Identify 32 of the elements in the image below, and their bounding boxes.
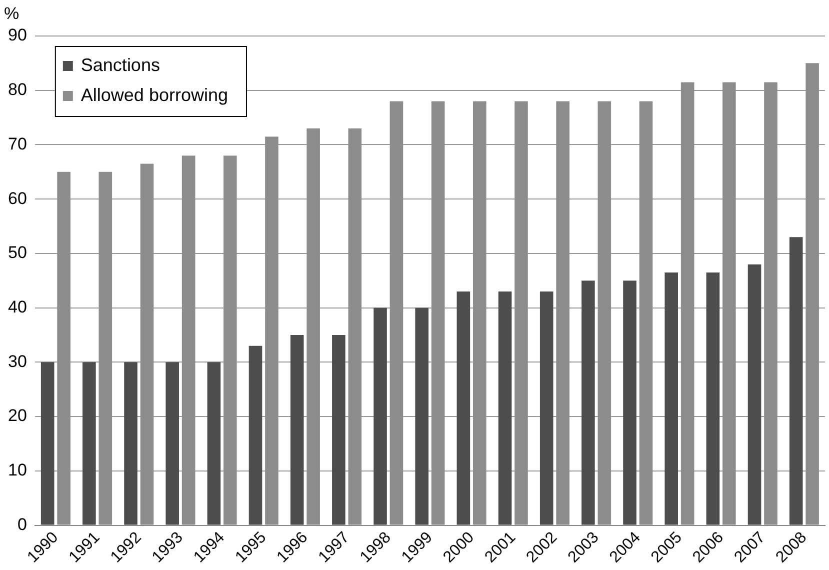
y-tick-label: 80 (8, 80, 27, 100)
y-tick-label: 40 (8, 297, 27, 316)
bar (332, 334, 346, 525)
bar (248, 346, 262, 525)
bar (374, 308, 387, 525)
bar (166, 362, 179, 525)
y-axis-title: % (4, 4, 20, 24)
bar (623, 280, 636, 525)
bar (540, 292, 554, 525)
y-tick-label: 50 (8, 243, 27, 262)
legend-label: Allowed borrowing (80, 84, 228, 105)
bar (40, 362, 54, 525)
y-tick-label: 70 (8, 134, 27, 154)
y-tick-label: 30 (8, 352, 27, 371)
bar (456, 292, 470, 525)
y-tick-label: 10 (8, 460, 27, 480)
bar (82, 362, 96, 525)
y-tick-label: 90 (8, 26, 27, 45)
legend-label: Sanctions (80, 54, 160, 75)
bar (706, 272, 720, 525)
bar (664, 272, 678, 525)
bar (748, 264, 762, 525)
y-tick-label: 0 (17, 514, 27, 534)
y-tick-label: 60 (8, 188, 27, 208)
bar (207, 362, 221, 525)
bar (124, 362, 138, 525)
y-tick-label: 20 (8, 406, 27, 426)
bar (415, 308, 428, 525)
bar (789, 237, 803, 525)
bar (290, 334, 304, 525)
bar (582, 280, 595, 525)
bar (498, 292, 512, 525)
